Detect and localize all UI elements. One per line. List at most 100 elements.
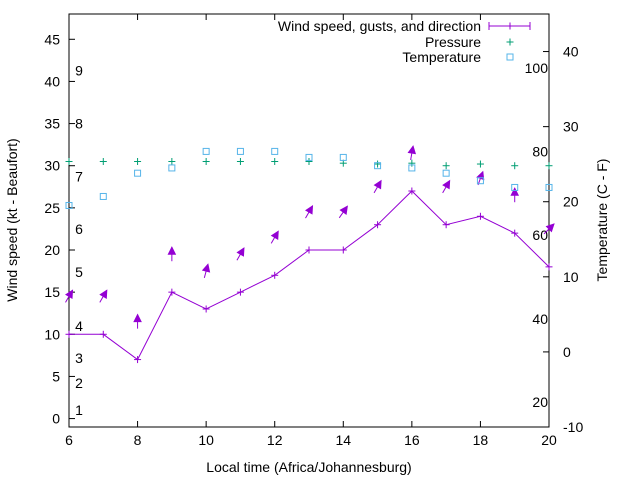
temperature-point bbox=[408, 164, 416, 172]
gust-arrow bbox=[236, 247, 245, 261]
gust-arrow-head bbox=[270, 230, 279, 240]
pressure-point bbox=[99, 158, 107, 165]
gust-arrow bbox=[442, 179, 451, 194]
temperature-point bbox=[339, 153, 347, 161]
pressure-point bbox=[271, 158, 279, 165]
y-tick-label: 45 bbox=[44, 31, 60, 47]
pressure-point bbox=[236, 158, 244, 165]
y-tick-label: 40 bbox=[44, 73, 60, 89]
temperature-point bbox=[168, 164, 176, 172]
y2-tick-label: 20 bbox=[563, 194, 579, 210]
gust-arrow-head bbox=[167, 246, 177, 255]
y-tick-label: 15 bbox=[44, 284, 60, 300]
gust-arrow-head bbox=[133, 313, 142, 323]
beaufort-label: 8 bbox=[75, 116, 83, 132]
wind-speed-point bbox=[374, 221, 382, 229]
x-tick-label: 12 bbox=[267, 432, 283, 448]
x-tick-label: 18 bbox=[473, 432, 489, 448]
pressure-point bbox=[511, 162, 519, 170]
temperature-point bbox=[202, 147, 210, 155]
beaufort-label: 4 bbox=[75, 318, 83, 334]
pressure-point bbox=[545, 162, 553, 170]
gust-arrow bbox=[543, 223, 555, 235]
gust-arrow-head bbox=[99, 289, 108, 299]
y-axis-label: Wind speed (kt - Beaufort) bbox=[4, 138, 20, 301]
gust-arrow bbox=[407, 145, 417, 161]
y-tick-label: 35 bbox=[44, 116, 60, 132]
wind-speed-point bbox=[442, 221, 450, 229]
y2-tick-label: 10 bbox=[563, 269, 579, 285]
y-tick-label: 10 bbox=[44, 326, 60, 342]
beaufort-label: 7 bbox=[75, 169, 83, 185]
gust-arrow bbox=[65, 289, 74, 303]
temperature-point bbox=[271, 147, 279, 155]
wind-speed-point bbox=[545, 263, 553, 271]
pressure-point bbox=[374, 160, 382, 168]
gust-arrow-head bbox=[476, 170, 485, 181]
wind-speed-point bbox=[339, 246, 347, 254]
pressure-point bbox=[476, 160, 484, 168]
gust-arrow-head bbox=[236, 247, 245, 257]
gust-arrow bbox=[133, 313, 142, 329]
gust-arrow bbox=[167, 246, 177, 262]
gust-arrow-head bbox=[442, 179, 451, 190]
wind-speed-point bbox=[202, 305, 210, 313]
legend-square bbox=[506, 53, 514, 61]
beaufort-label: 9 bbox=[75, 62, 83, 78]
gust-arrow-head bbox=[305, 205, 314, 215]
temperature-point bbox=[511, 183, 519, 191]
wind-speed-point bbox=[236, 288, 244, 296]
pressure-point bbox=[442, 162, 450, 170]
legend-label: Wind speed, gusts, and direction bbox=[278, 18, 481, 34]
x-axis-label: Local time (Africa/Johannesburg) bbox=[206, 459, 411, 475]
gust-arrow-head bbox=[373, 179, 382, 190]
temperature-point bbox=[65, 201, 73, 209]
x-tick-label: 8 bbox=[134, 432, 142, 448]
temperature-point bbox=[134, 169, 142, 177]
beaufort-label: 3 bbox=[75, 350, 83, 366]
fahrenheit-label: 20 bbox=[532, 394, 548, 410]
gust-arrow bbox=[476, 170, 485, 186]
y2-tick-label: -10 bbox=[563, 419, 583, 435]
temperature-point bbox=[374, 162, 382, 170]
y-tick-label: 0 bbox=[52, 411, 60, 427]
fahrenheit-label: 60 bbox=[532, 227, 548, 243]
wind-speed-point bbox=[168, 288, 176, 296]
beaufort-label: 2 bbox=[75, 375, 83, 391]
y2-tick-label: 40 bbox=[563, 44, 579, 60]
gust-arrow bbox=[305, 205, 314, 219]
gust-arrow-head bbox=[339, 205, 348, 215]
plot-frame bbox=[68, 13, 550, 428]
temperature-point bbox=[545, 183, 553, 191]
wind-speed-point bbox=[305, 246, 313, 254]
pressure-point bbox=[202, 158, 210, 165]
temperature-point bbox=[476, 177, 484, 185]
beaufort-label: 1 bbox=[75, 402, 83, 418]
x-tick-label: 20 bbox=[541, 432, 557, 448]
x-tick-label: 16 bbox=[404, 432, 420, 448]
y-tick-label: 20 bbox=[44, 242, 60, 258]
pressure-point bbox=[134, 158, 142, 165]
gust-arrow bbox=[99, 289, 108, 303]
gust-arrow-head bbox=[65, 289, 74, 299]
wind-speed-point bbox=[65, 330, 73, 338]
x-tick-label: 6 bbox=[65, 432, 73, 448]
y-tick-label: 5 bbox=[52, 368, 60, 384]
y-tick-label: 30 bbox=[44, 158, 60, 174]
legend-label: Temperature bbox=[402, 49, 481, 65]
gust-arrow-head bbox=[510, 187, 520, 196]
gust-arrow-head bbox=[407, 145, 417, 155]
beaufort-label: 6 bbox=[75, 221, 83, 237]
wind-speed-point bbox=[511, 229, 519, 237]
pressure-point bbox=[65, 158, 73, 165]
gust-arrow bbox=[201, 263, 211, 278]
wind-speed-point bbox=[476, 212, 484, 220]
gust-arrow bbox=[338, 205, 348, 219]
x-tick-label: 10 bbox=[198, 432, 214, 448]
pressure-point bbox=[168, 158, 176, 165]
fahrenheit-label: 80 bbox=[532, 143, 548, 159]
fahrenheit-label: 40 bbox=[532, 311, 548, 327]
temperature-point bbox=[442, 169, 450, 177]
wind-speed-point bbox=[408, 187, 416, 195]
